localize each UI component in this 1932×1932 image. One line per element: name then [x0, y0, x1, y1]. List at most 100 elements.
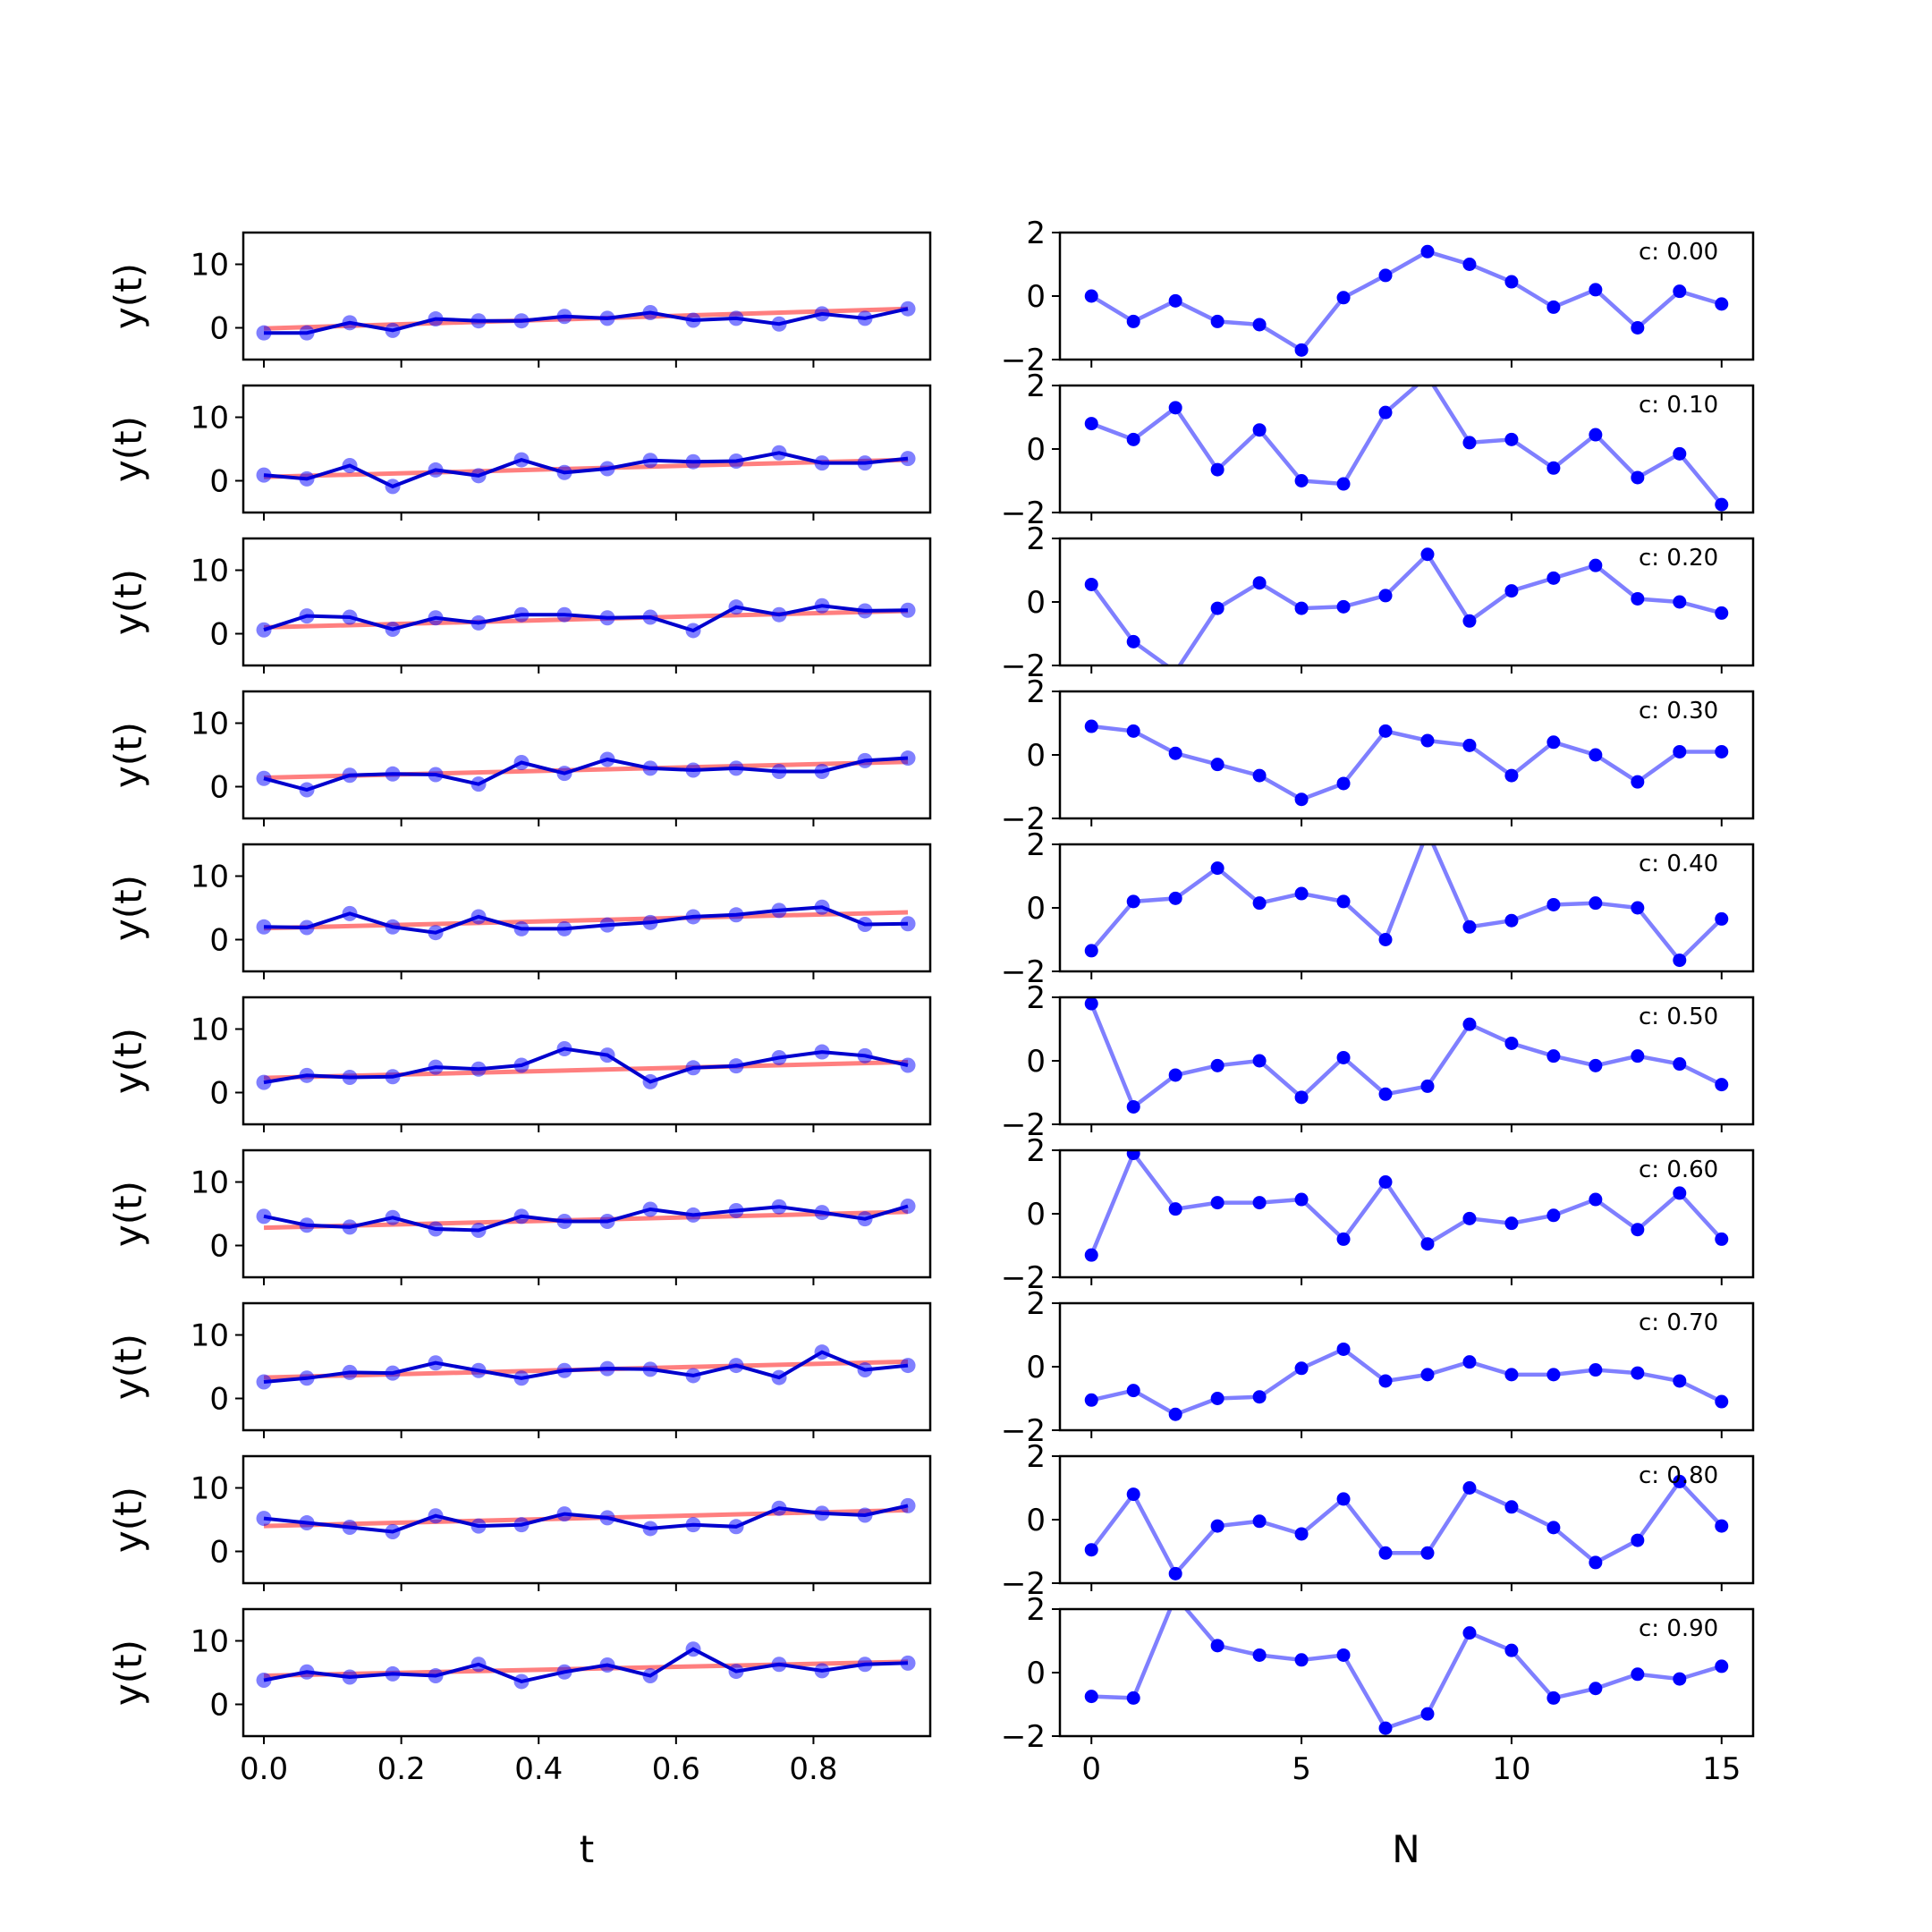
left-axes-frame	[242, 996, 932, 1126]
data-point	[385, 1209, 401, 1225]
data-point	[599, 1047, 615, 1063]
residual-point	[1715, 1232, 1729, 1246]
residual-point	[1168, 293, 1182, 308]
data-point	[556, 464, 572, 480]
residual-point	[1252, 1390, 1267, 1404]
data-point	[857, 1362, 873, 1378]
data-point	[513, 1517, 530, 1533]
data-point	[428, 1508, 444, 1524]
data-point	[685, 1517, 701, 1533]
residual-point	[1210, 1058, 1224, 1072]
left-panel-4: 0 10 y(t)	[106, 843, 932, 979]
residual-line	[1091, 1609, 1723, 1731]
right-panel-3: −2 0 2 c: 0.30	[1001, 674, 1755, 837]
data-point	[513, 1370, 530, 1386]
data-point	[385, 1523, 401, 1539]
residual-point	[1504, 432, 1519, 446]
left-axes-frame	[242, 690, 932, 820]
residual-point	[1378, 1374, 1393, 1388]
residual-point	[1715, 911, 1729, 926]
y-tick-label: 0	[1026, 432, 1046, 468]
data-series-line	[263, 905, 909, 935]
residual-point	[1715, 497, 1729, 512]
residual-line	[1089, 1478, 1724, 1578]
data-point	[513, 1057, 530, 1073]
residual-point	[1546, 1690, 1561, 1705]
left-panel-5: 0 10 y(t)	[106, 996, 932, 1132]
residual-point	[1252, 423, 1267, 437]
residual-point	[1589, 1682, 1603, 1696]
data-point	[814, 1344, 830, 1360]
data-point	[299, 470, 315, 487]
residual-point	[1673, 1672, 1687, 1686]
residual-point	[1673, 284, 1687, 299]
data-point	[556, 766, 572, 782]
c-annotation: c: 0.90	[1639, 1615, 1718, 1642]
residual-point	[1589, 283, 1603, 297]
data-series-line	[263, 756, 909, 792]
residual-point	[1126, 724, 1140, 738]
x-tick-label: 0	[1081, 1751, 1101, 1787]
data-point	[642, 914, 658, 930]
residual-point	[1673, 1374, 1687, 1388]
y-axis-label: y(t)	[106, 875, 150, 941]
data-series-line	[263, 1647, 909, 1683]
residual-point	[1336, 1342, 1351, 1356]
x-axis-label-n: N	[1392, 1827, 1419, 1871]
data-point	[385, 322, 401, 338]
data-point	[771, 606, 787, 623]
data-point	[470, 1657, 487, 1673]
residual-point	[1631, 775, 1645, 789]
data-point	[771, 1049, 787, 1065]
data-point	[857, 1047, 873, 1063]
data-point	[256, 1673, 272, 1689]
fit-line	[263, 910, 909, 931]
y-tick-label: 2	[1026, 1286, 1046, 1322]
residual-point	[1210, 314, 1224, 328]
y-tick-label: 0	[209, 923, 229, 959]
data-point	[857, 310, 873, 326]
y-axis-label: y(t)	[106, 1640, 150, 1706]
residual-point	[1168, 1202, 1182, 1216]
right-panel-7: −2 0 2 c: 0.70	[1001, 1286, 1755, 1449]
data-point	[428, 1355, 444, 1371]
residual-point	[1462, 919, 1477, 934]
data-point	[299, 325, 315, 341]
data-point	[642, 1521, 658, 1537]
residual-point	[1252, 768, 1267, 783]
data-point	[256, 919, 272, 935]
data-point	[342, 1520, 358, 1536]
residual-point	[1084, 577, 1098, 591]
data-point	[685, 762, 701, 778]
residual-point	[1546, 571, 1561, 585]
y-tick-label: 0	[209, 770, 229, 806]
data-point	[900, 1655, 916, 1671]
data-point	[470, 614, 487, 631]
residual-point	[1504, 1643, 1519, 1657]
data-point	[814, 763, 830, 779]
y-tick-label: 2	[1026, 827, 1046, 863]
left-axes-frame	[242, 231, 932, 361]
residual-point	[1378, 1721, 1393, 1735]
residual-point	[1084, 1393, 1098, 1407]
data-point	[299, 1515, 315, 1531]
y-tick-label: 2	[1026, 1133, 1046, 1169]
data-point	[428, 925, 444, 941]
left-panel-7: 0 10 y(t)	[106, 1301, 932, 1438]
residual-point	[1673, 1057, 1687, 1072]
residual-point	[1504, 1368, 1519, 1382]
data-point	[685, 1368, 701, 1384]
residual-point	[1546, 300, 1561, 314]
data-point	[385, 479, 401, 495]
residual-point	[1084, 1248, 1098, 1262]
data-series-line	[263, 1504, 909, 1534]
data-point	[900, 1198, 916, 1214]
data-point	[857, 916, 873, 932]
y-tick-label: 0	[209, 464, 229, 500]
residual-point	[1210, 1196, 1224, 1210]
data-point	[685, 453, 701, 470]
data-point	[556, 920, 572, 936]
data-point	[385, 622, 401, 638]
y-tick-label: 10	[191, 707, 229, 742]
